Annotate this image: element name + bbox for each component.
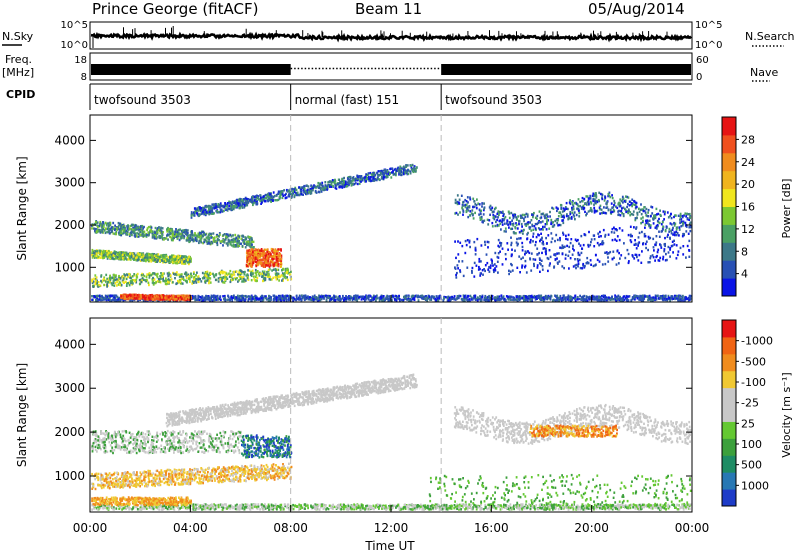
y-tick-label: 2000 — [54, 425, 85, 439]
colorbar-cell — [722, 260, 736, 279]
colorbar-cell — [722, 438, 736, 456]
power-scatter-layer — [91, 163, 692, 302]
colorbar-tick-label: 8 — [741, 245, 748, 258]
colorbar-tick-label: -1000 — [741, 335, 773, 348]
colorbar-cell — [722, 278, 736, 297]
colorbar-cell — [722, 353, 736, 372]
colorbar-tick-label: 1000 — [741, 479, 769, 492]
colorbar-frame — [721, 319, 737, 507]
y-tick-label: 3000 — [54, 381, 85, 395]
freq-label: Freq. — [5, 53, 33, 66]
nsky-tick-bottom: 10^0 — [61, 40, 88, 51]
colorbar-tick-label: 4 — [741, 268, 748, 281]
velocity-scatter-layer — [91, 373, 692, 511]
x-tick-label: 16:00 — [474, 521, 509, 535]
x-tick-label: 00:00 — [675, 521, 710, 535]
colorbar-cell — [722, 404, 736, 422]
freq-tick-bottom: 8 — [81, 72, 87, 83]
colorbar-cell — [722, 188, 736, 207]
y-tick-label: 1000 — [54, 260, 85, 274]
colorbar-cell — [722, 472, 736, 490]
colorbar-tick-label: 16 — [741, 201, 755, 214]
nsky-tick-top: 10^5 — [61, 20, 88, 31]
colorbar-tick-label: 24 — [741, 156, 755, 169]
y-tick-label: 4000 — [54, 133, 85, 147]
x-tick-label: 00:00 — [73, 521, 108, 535]
nsearch-tick-bottom: 10^0 — [695, 40, 722, 51]
colorbar-cell — [722, 117, 736, 136]
beam-label: Beam 11 — [355, 0, 423, 18]
station-title: Prince George (fitACF) — [92, 0, 259, 18]
y-axis-label: Slant Range [km] — [15, 363, 29, 467]
y-axis-label: Slant Range [km] — [15, 156, 29, 260]
freq-block-1 — [91, 64, 291, 75]
colorbar-cell — [722, 206, 736, 225]
colorbar-cell — [722, 455, 736, 473]
nsky-spikes — [123, 26, 668, 37]
freq-block-2 — [441, 64, 691, 75]
colorbar-tick-label: 25 — [741, 417, 755, 430]
colorbar-label: Velocity [m s⁻¹] — [780, 372, 793, 457]
x-tick-label: 08:00 — [273, 521, 308, 535]
colorbar-tick-label: -500 — [741, 355, 766, 368]
y-tick-label: 1000 — [54, 469, 85, 483]
colorbar-cell — [722, 152, 736, 172]
x-tick-label: 12:00 — [374, 521, 409, 535]
colorbar-cell — [722, 336, 736, 355]
cpid-segment-1: twofsound 3503 — [94, 93, 191, 107]
colorbar-cell — [722, 489, 736, 507]
colorbar-tick-label: 500 — [741, 459, 762, 472]
colorbar-tick-label: -25 — [741, 397, 759, 410]
y-tick-label: 3000 — [54, 176, 85, 190]
x-tick-label: 04:00 — [173, 521, 208, 535]
nsky-trace — [90, 31, 692, 43]
cpid-segment-2: normal (fast) 151 — [295, 93, 399, 107]
y-tick-label: 4000 — [54, 337, 85, 351]
cpid-segment-3: twofsound 3503 — [445, 93, 542, 107]
colorbar-cell — [722, 170, 736, 190]
colorbar-cell — [722, 421, 736, 439]
freq-tick-top: 18 — [74, 55, 87, 66]
colorbar-cell — [722, 370, 736, 389]
colorbar-label: Power [dB] — [780, 179, 793, 239]
nsky-panel-frame — [89, 21, 693, 50]
colorbar-tick-label: 20 — [741, 178, 755, 191]
nave-label: Nave — [750, 66, 779, 79]
colorbar-cell — [722, 387, 736, 406]
x-axis-label: Time UT — [364, 539, 415, 553]
nsearch-tick-top: 10^5 — [695, 20, 722, 31]
date-label: 05/Aug/2014 — [588, 0, 685, 18]
nave-tick-bottom: 0 — [696, 72, 702, 83]
colorbar-cell — [722, 320, 736, 338]
y-tick-label: 2000 — [54, 218, 85, 232]
nsky-label: N.Sky — [2, 30, 34, 43]
freq-unit: [MHz] — [2, 66, 35, 79]
colorbar-tick-label: 100 — [741, 438, 762, 451]
nsearch-label: N.Search — [745, 30, 795, 43]
colorbar-cell — [722, 242, 736, 261]
colorbar-cell — [722, 224, 736, 243]
cpid-label: CPID — [6, 88, 36, 101]
nave-tick-top: 60 — [696, 55, 709, 66]
colorbar-tick-label: 12 — [741, 223, 755, 236]
colorbar-cell — [722, 134, 736, 154]
freq-panel-frame — [89, 52, 693, 81]
x-tick-label: 20:00 — [574, 521, 609, 535]
colorbar-tick-label: -100 — [741, 376, 766, 389]
colorbar-tick-label: 28 — [741, 133, 755, 146]
